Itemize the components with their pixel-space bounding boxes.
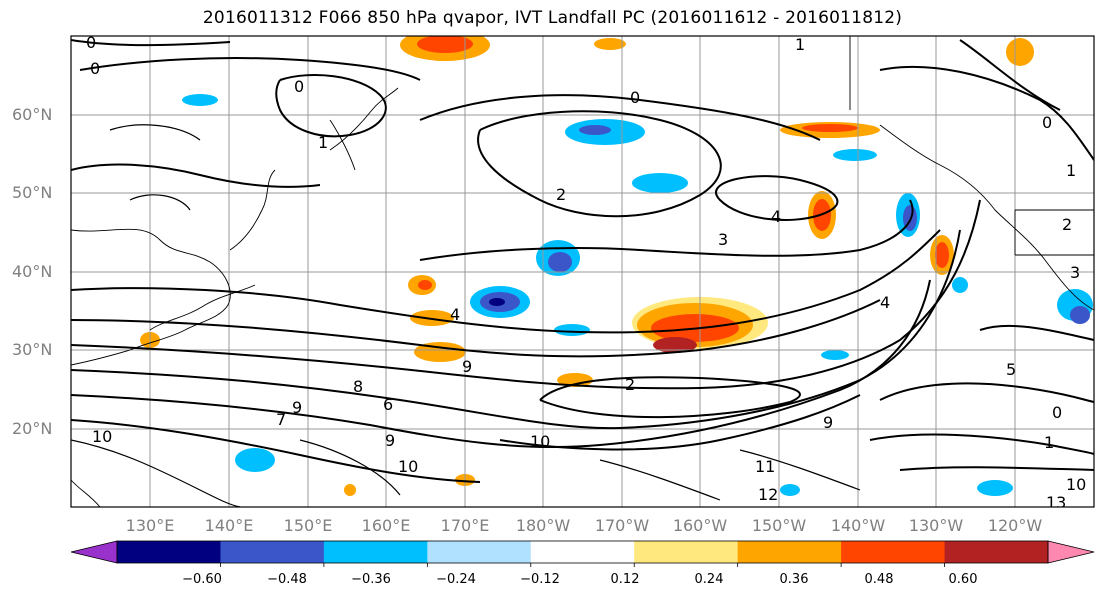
lon-label: 160°W [672,516,728,535]
contour-label: 3 [1070,263,1080,282]
colorbar-tick-label: −0.24 [436,572,476,587]
contour-label: 1 [1066,161,1076,180]
colorbar-segment [220,541,325,563]
colorbar-tick-label: 0.24 [694,572,724,587]
contour-label: 10 [92,427,112,446]
colorbar-segment [634,541,739,563]
colorbar-tick-label: 0.12 [610,572,640,587]
colorbar-segment [427,541,532,563]
lon-label: 160°E [361,516,411,535]
contour-label: 10 [398,457,418,476]
colorbar-extend-right [1047,540,1095,564]
contour-label: 4 [771,207,781,226]
contour-label: 2 [556,185,566,204]
contour-label: 4 [450,305,460,324]
map-frame [70,35,1095,508]
lon-label: 150°E [283,516,333,535]
colorbar-extend-left [70,540,118,564]
contour-label: 10 [530,432,550,451]
colorbar-segment [323,541,428,563]
contour-label-group: 0 0 0 0 0 0 1 1 1 1 2 2 2 3 3 4 4 4 5 6 … [86,33,1086,512]
contour-label: 9 [385,431,395,450]
lat-label: 60°N [12,105,53,124]
colorbar-segment [737,541,842,563]
contour-label: 1 [318,133,328,152]
lon-label: 140°W [830,516,886,535]
colorbar-segment [944,541,1049,563]
contour-label: 9 [462,357,472,376]
lat-label: 30°N [12,340,53,359]
lat-label: 50°N [12,183,53,202]
contour-label: 2 [1062,215,1072,234]
contour-label: 6 [383,395,393,414]
lon-label: 170°W [594,516,650,535]
coastlines [71,36,1094,507]
contour-label: 0 [90,59,100,78]
colorbar-tick-label: 0.60 [948,572,978,587]
contour-label: 1 [1044,433,1054,452]
contour-label: 3 [718,230,728,249]
colorbar-segment [530,541,635,563]
colorbar-tick-label: −0.36 [351,572,391,587]
colorbar [70,540,1095,567]
contour-label: 0 [86,33,96,52]
plot-title: 2016011312 F066 850 hPa qvapor, IVT Land… [202,8,903,28]
colorbar-tick-label: −0.48 [267,572,307,587]
contour-label: 13 [1046,493,1066,512]
lon-label: 130°E [125,516,175,535]
lat-label: 40°N [12,262,53,281]
lon-label: 170°E [440,516,490,535]
contour-label: 0 [630,88,640,107]
lon-label: 120°W [987,516,1043,535]
colorbar-segments [117,541,1049,563]
contour-label: 0 [1042,113,1052,132]
contour-label: 12 [758,485,778,504]
contour-label: 11 [755,457,775,476]
contour-lines-thin [71,124,861,507]
lon-label: 130°W [908,516,964,535]
colorbar-tick-label: 0.48 [864,572,894,587]
contour-label: 4 [880,293,890,312]
colorbar-segment [117,541,221,563]
contour-label: 5 [1006,360,1016,379]
colorbar-tick-label: 0.36 [779,572,809,587]
contour-label: 0 [294,77,304,96]
contour-label: 7 [276,410,286,429]
colorbar-tick-label: −0.12 [520,572,560,587]
contour-label: 10 [1066,475,1086,494]
contour-label: 9 [823,413,833,432]
contour-label: 2 [625,375,635,394]
contour-label: 1 [795,35,805,54]
lon-label: 140°E [204,516,254,535]
lon-label: 180°W [515,516,571,535]
lon-label: 150°W [751,516,807,535]
colorbar-tick-label: −0.60 [182,572,222,587]
colorbar-segment [841,541,946,563]
contour-label: 0 [1052,403,1062,422]
colorbar-tick-marks [220,563,945,567]
contour-lines [71,39,1094,483]
contour-label: 8 [353,377,363,396]
lat-label: 20°N [12,419,53,438]
contour-label: 9 [292,398,302,417]
colorbar-outline [116,540,1049,564]
